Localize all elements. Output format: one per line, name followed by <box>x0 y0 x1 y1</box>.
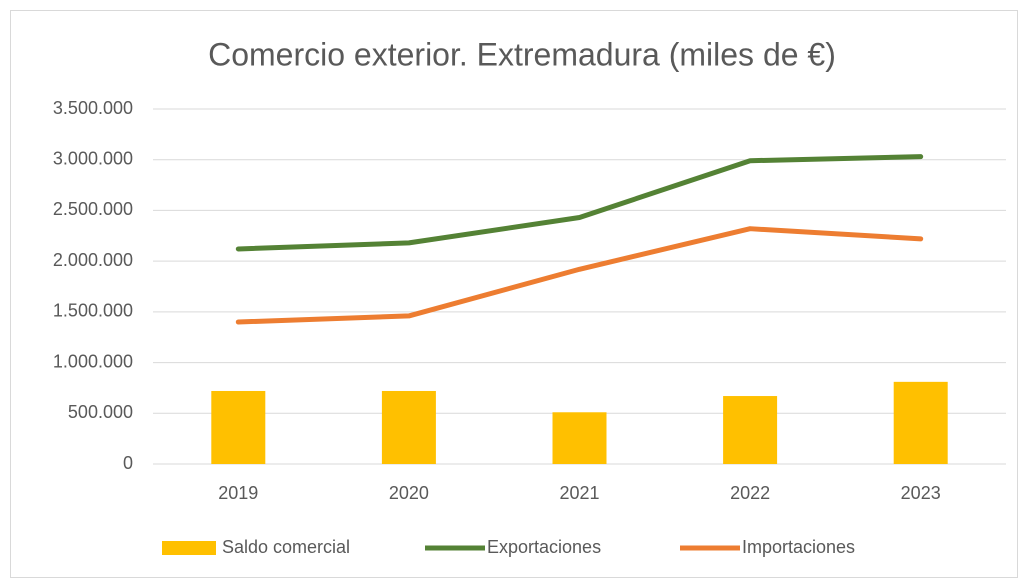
x-tick-label: 2023 <box>901 483 941 503</box>
line <box>235 226 924 325</box>
y-tick-label: 500.000 <box>68 402 133 422</box>
x-tick-label: 2019 <box>218 483 258 503</box>
legend-label: Exportaciones <box>487 537 601 557</box>
y-tick-label: 0 <box>123 453 133 473</box>
y-tick-label: 1.500.000 <box>53 301 133 321</box>
x-tick-label: 2020 <box>389 483 429 503</box>
y-tick-label: 1.000.000 <box>53 351 133 371</box>
legend-label: Importaciones <box>742 537 855 557</box>
bar <box>723 396 778 464</box>
legend-label: Saldo comercial <box>222 537 350 557</box>
line <box>235 154 924 252</box>
legend-swatch <box>162 541 216 555</box>
x-tick-label: 2021 <box>559 483 599 503</box>
y-tick-label: 3.000.000 <box>53 148 133 168</box>
chart-frame <box>10 10 1018 578</box>
bar <box>552 412 607 464</box>
y-tick-label: 2.500.000 <box>53 199 133 219</box>
chart-title: Comercio exterior. Extremadura (miles de… <box>208 36 836 72</box>
bar <box>211 390 266 464</box>
bar <box>893 381 948 464</box>
y-tick-label: 3.500.000 <box>53 98 133 118</box>
x-tick-label: 2022 <box>730 483 770 503</box>
y-tick-label: 2.000.000 <box>53 250 133 270</box>
bar <box>381 390 436 464</box>
